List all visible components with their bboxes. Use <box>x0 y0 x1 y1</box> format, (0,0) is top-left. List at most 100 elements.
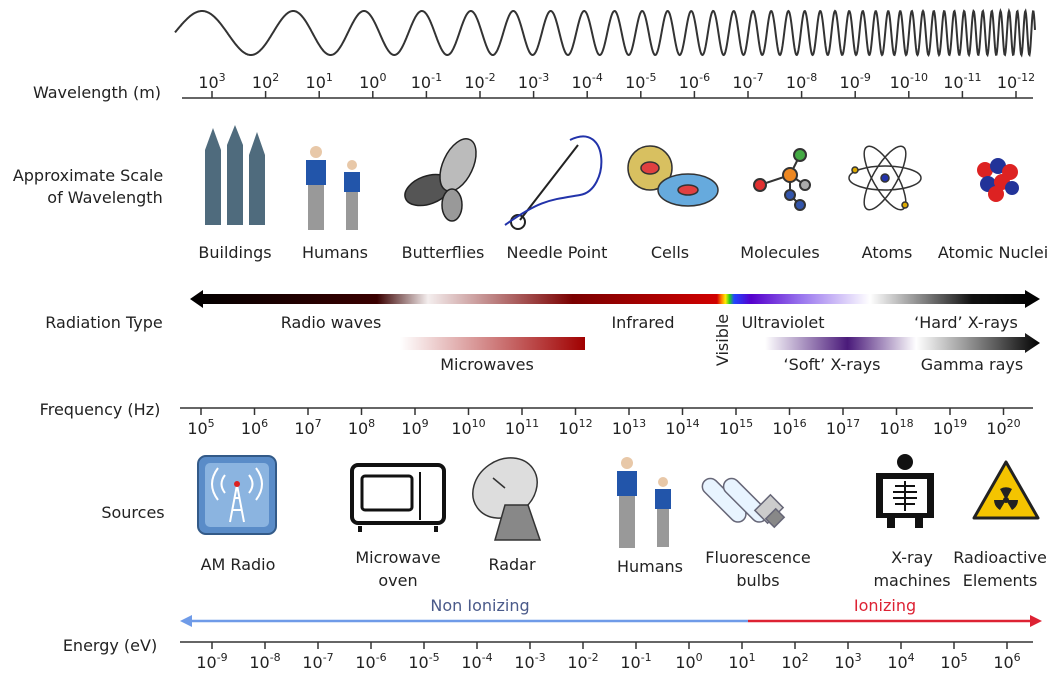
humans-icon <box>306 146 360 230</box>
tick-base: 10 <box>986 419 1006 438</box>
radiation-label: ‘Hard’ X-rays <box>914 313 1018 332</box>
am-radio-icon <box>198 456 276 534</box>
tick-base: 10 <box>728 653 748 672</box>
source-label: X-ray <box>891 548 933 567</box>
tick-label: 10-1 <box>411 71 442 92</box>
tick-exponent: -5 <box>429 651 440 664</box>
tick-exponent: -2 <box>588 651 599 664</box>
row-label: Energy (eV) <box>63 636 157 655</box>
source-label: Humans <box>617 557 683 576</box>
tick-base: 10 <box>572 73 592 92</box>
xray-bar <box>765 333 1040 353</box>
tick-exponent: -7 <box>753 71 764 84</box>
tick-exponent: 6 <box>261 417 268 430</box>
bulb-icon <box>699 475 784 527</box>
radiation-label: ‘Soft’ X-rays <box>784 355 881 374</box>
tick-label: 105 <box>940 651 967 672</box>
scale-label: Buildings <box>198 243 271 262</box>
tick-exponent: 11 <box>525 417 539 430</box>
tick-label: 1020 <box>986 417 1020 438</box>
tick-base: 10 <box>348 419 368 438</box>
tick-exponent: 15 <box>739 417 753 430</box>
tick-base: 10 <box>679 73 699 92</box>
tick-exponent: 2 <box>802 651 809 664</box>
scale-label: Atoms <box>862 243 913 262</box>
xray-machine-icon <box>876 454 934 528</box>
tick-label: 106 <box>993 651 1020 672</box>
tick-exponent: 13 <box>632 417 646 430</box>
source-label: Fluorescence <box>705 548 810 567</box>
tick-base: 10 <box>518 73 538 92</box>
tick-exponent: 5 <box>208 417 215 430</box>
tick-exponent: -5 <box>645 71 656 84</box>
tick-exponent: -9 <box>860 71 871 84</box>
tick-exponent: 18 <box>900 417 914 430</box>
microwave-oven-icon <box>352 465 444 532</box>
radiation-label: Radio waves <box>281 313 382 332</box>
arrowhead <box>1030 615 1042 627</box>
tick-base: 10 <box>943 73 963 92</box>
tick-base: 10 <box>840 73 860 92</box>
tick-exponent: 17 <box>846 417 860 430</box>
tick-label: 10-1 <box>620 651 651 672</box>
tick-exponent: 2 <box>272 71 279 84</box>
butterfly-icon <box>401 133 484 221</box>
tick-label: 10-5 <box>408 651 439 672</box>
row-label: of Wavelength <box>47 188 162 207</box>
tick-label: 10-4 <box>461 651 492 672</box>
tick-exponent: 16 <box>793 417 807 430</box>
tick-label: 1019 <box>933 417 967 438</box>
tick-base: 10 <box>665 419 685 438</box>
tick-label: 10-3 <box>518 71 549 92</box>
tick-exponent: -11 <box>964 71 982 84</box>
tick-label: 10-2 <box>567 651 598 672</box>
tick-exponent: -1 <box>641 651 652 664</box>
tick-label: 10-5 <box>625 71 656 92</box>
molecules-icon <box>754 149 810 210</box>
tick-base: 10 <box>241 419 261 438</box>
tick-label: 103 <box>198 71 225 92</box>
tick-base: 10 <box>620 653 640 672</box>
tick-label: 10-6 <box>355 651 386 672</box>
tick-base: 10 <box>198 73 218 92</box>
tick-label: 1016 <box>772 417 806 438</box>
tick-base: 10 <box>675 653 695 672</box>
source-label: Elements <box>963 571 1038 590</box>
tick-label: 10-2 <box>464 71 495 92</box>
tick-base: 10 <box>625 73 645 92</box>
tick-label: 103 <box>834 651 861 672</box>
atom-icon <box>849 141 921 215</box>
tick-base: 10 <box>187 419 207 438</box>
tick-label: 105 <box>187 417 214 438</box>
tick-base: 10 <box>252 73 272 92</box>
radiation-label: Visible <box>713 314 732 366</box>
tick-exponent: -7 <box>323 651 334 664</box>
tick-base: 10 <box>940 653 960 672</box>
microwave-bar <box>400 337 585 350</box>
tick-base: 10 <box>505 419 525 438</box>
radioactive-icon <box>974 462 1038 518</box>
tick-label: 1011 <box>505 417 539 438</box>
row-label: Wavelength (m) <box>33 83 161 102</box>
tick-label: 1014 <box>665 417 699 438</box>
source-label: machines <box>873 571 950 590</box>
tick-exponent: 10 <box>472 417 486 430</box>
tick-exponent: -6 <box>376 651 387 664</box>
tick-label: 10-9 <box>840 71 871 92</box>
tick-exponent: 20 <box>1007 417 1021 430</box>
tick-base: 10 <box>772 419 792 438</box>
tick-label: 1018 <box>879 417 913 438</box>
tick-base: 10 <box>294 419 314 438</box>
tick-exponent: -12 <box>1017 71 1035 84</box>
tick-exponent: 9 <box>422 417 429 430</box>
tick-exponent: -3 <box>535 651 546 664</box>
tick-base: 10 <box>355 653 375 672</box>
tick-exponent: -9 <box>217 651 228 664</box>
nucleus-icon <box>977 158 1019 202</box>
row-label: Sources <box>101 503 164 522</box>
tick-exponent: -10 <box>910 71 928 84</box>
wave <box>175 11 1035 55</box>
tick-exponent: 0 <box>696 651 703 664</box>
tick-base: 10 <box>887 653 907 672</box>
tick-label: 1013 <box>612 417 646 438</box>
